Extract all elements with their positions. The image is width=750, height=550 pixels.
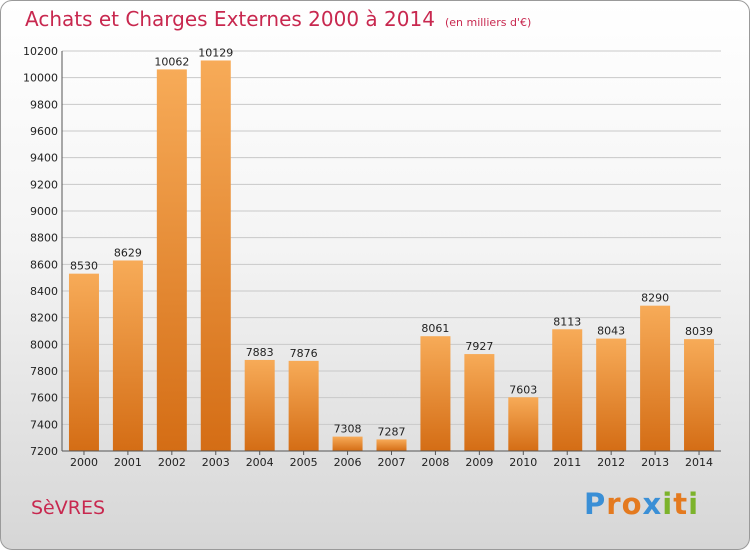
chart-title: Achats et Charges Externes 2000 à 2014 (e… (25, 7, 531, 31)
bar (112, 260, 143, 451)
x-tick-label: 2005 (290, 456, 318, 469)
bar (244, 359, 275, 451)
bar-value-label: 8043 (597, 325, 625, 338)
bar-value-label: 8061 (421, 322, 449, 335)
bar-value-label: 7876 (290, 347, 318, 360)
logo-letter: r (606, 487, 622, 521)
bar (68, 273, 99, 451)
x-tick-label: 2007 (378, 456, 406, 469)
bar (376, 439, 407, 451)
x-tick-label: 2004 (246, 456, 274, 469)
axes: 7200 7400 7600 7800 8000 8200 8400 8600 8800 9000… (23, 45, 721, 469)
bar (508, 397, 539, 451)
bars: 8530 8629 10062 10129 7883 7876 7308 7287 8061 79… (68, 46, 715, 452)
y-tick-label: 7800 (30, 365, 58, 378)
x-tick-label: 2014 (685, 456, 713, 469)
x-tick-label: 2011 (553, 456, 581, 469)
y-tick-label: 9800 (30, 98, 58, 111)
x-tick-label: 2010 (509, 456, 537, 469)
proxiti-logo: Proxiti (584, 487, 699, 521)
y-tick-label: 8000 (30, 338, 58, 351)
bar (464, 354, 495, 451)
bar (288, 360, 319, 451)
bar-value-label: 10062 (154, 55, 189, 68)
chart-unit: (en milliers d'€) (444, 16, 532, 29)
y-tick-label: 9200 (30, 178, 58, 191)
y-tick-label: 9000 (30, 205, 58, 218)
y-tick-label: 8400 (30, 285, 58, 298)
bar-value-label: 7308 (334, 423, 362, 436)
chart-title-text: Achats et Charges Externes 2000 à 2014 (25, 7, 435, 31)
bar (420, 336, 451, 451)
city-name: SèVRES (31, 497, 106, 519)
logo-letter: t (673, 487, 689, 521)
bar (332, 436, 363, 451)
bar (684, 339, 715, 451)
bar-value-label: 8290 (641, 292, 669, 305)
bar-value-label: 10129 (198, 46, 233, 59)
logo-letter: x (642, 487, 663, 521)
y-tick-label: 8800 (30, 232, 58, 245)
y-tick-label: 7600 (30, 392, 58, 405)
x-tick-label: 2001 (114, 456, 142, 469)
y-tick-label: 10200 (23, 45, 58, 58)
bar-value-label: 8113 (553, 315, 581, 328)
logo-letter: i (662, 487, 674, 521)
bar-value-label: 7883 (246, 346, 274, 359)
bar-value-label: 7927 (465, 340, 493, 353)
bar-value-label: 7603 (509, 383, 537, 396)
logo-letter: o (621, 487, 643, 521)
y-tick-label: 8600 (30, 258, 58, 271)
bar (640, 305, 671, 451)
x-tick-label: 2003 (202, 456, 230, 469)
x-tick-label: 2008 (421, 456, 449, 469)
x-tick-label: 2006 (334, 456, 362, 469)
y-tick-label: 9400 (30, 152, 58, 165)
bar-value-label: 8530 (70, 260, 98, 273)
x-tick-label: 2002 (158, 456, 186, 469)
bar (156, 69, 187, 452)
bar-value-label: 8039 (685, 325, 713, 338)
y-tick-label: 8200 (30, 312, 58, 325)
y-tick-label: 9600 (30, 125, 58, 138)
x-tick-label: 2000 (70, 456, 98, 469)
logo-letter: P (584, 487, 607, 521)
bar-value-label: 8629 (114, 246, 142, 259)
y-tick-label: 7200 (30, 445, 58, 458)
bar (596, 338, 627, 451)
y-tick-label: 7400 (30, 418, 58, 431)
bar (200, 60, 231, 451)
x-tick-label: 2009 (465, 456, 493, 469)
x-tick-label: 2013 (641, 456, 669, 469)
bar-value-label: 7287 (378, 425, 406, 438)
bar (552, 329, 583, 451)
y-tick-label: 10000 (23, 72, 58, 85)
x-tick-label: 2012 (597, 456, 625, 469)
logo-letter: i (688, 487, 700, 521)
